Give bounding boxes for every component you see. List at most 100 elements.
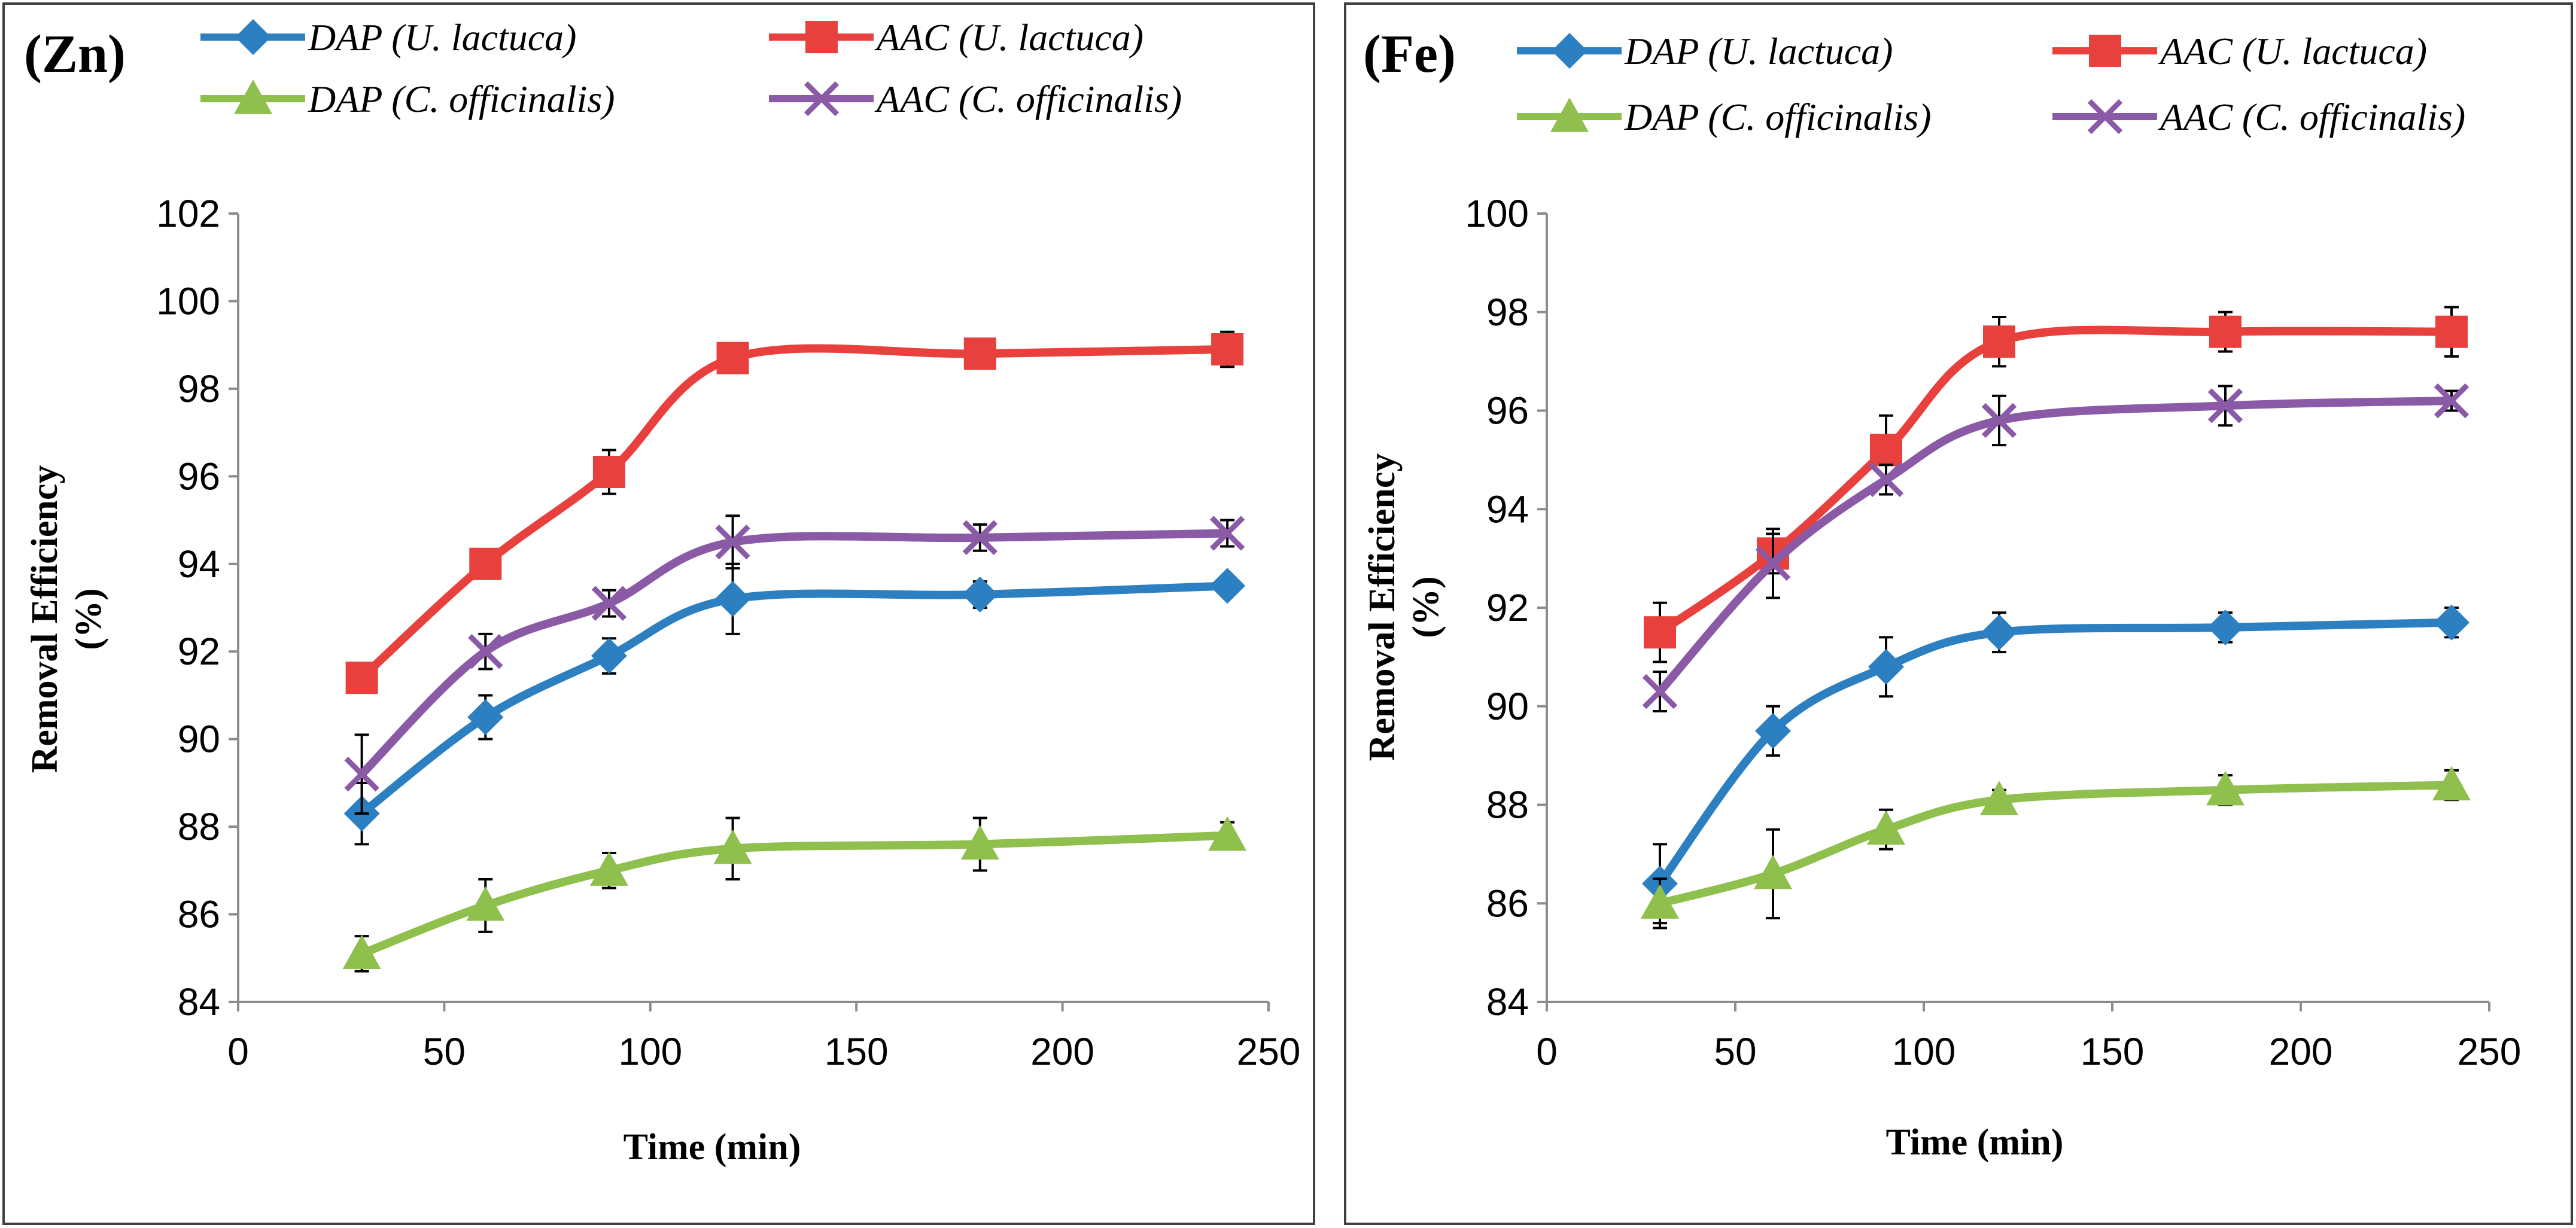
x-tick-label: 100 <box>618 1030 682 1073</box>
y-tick-label: 100 <box>156 279 220 322</box>
y-tick-label: 100 <box>1465 192 1529 235</box>
legend-marker <box>1550 97 1589 132</box>
legend-entry: DAP (U. lactuca) <box>1517 30 1893 72</box>
data-point <box>2434 383 2469 419</box>
legend-marker <box>2089 35 2121 67</box>
series-square <box>1644 306 2468 663</box>
x-axis-title: Time (min) <box>1886 1122 2064 1163</box>
y-tick-label: 90 <box>1486 685 1529 728</box>
x-tick-label: 0 <box>227 1030 249 1073</box>
y-axis-title: Removal Efficiency (%) <box>1362 453 1446 761</box>
legend-label: DAP (U. lactuca) <box>1624 30 1893 72</box>
y-tick-label: 98 <box>1486 291 1529 334</box>
data-point <box>1211 333 1244 365</box>
y-tick-label: 84 <box>1486 980 1529 1023</box>
data-point <box>345 662 378 694</box>
x-tick-label: 50 <box>423 1030 466 1073</box>
legend-entry: AAC (U. lactuca) <box>2052 30 2427 72</box>
legend-entry: DAP (U. lactuca) <box>200 16 576 59</box>
y-tick-label: 88 <box>1486 784 1529 827</box>
y-axis-title-line2: (%) <box>1406 576 1446 638</box>
data-point <box>1981 614 2017 651</box>
axes: 84 86 88 90 92 94 96 98 100 0 50 100 150 200 250 <box>1465 192 2521 1073</box>
x-tick-label: 50 <box>1714 1030 1756 1073</box>
x-tick-label: 150 <box>825 1030 889 1073</box>
data-point <box>1983 325 2015 358</box>
x-tick-label: 200 <box>2269 1030 2333 1073</box>
data-point <box>960 825 999 860</box>
series-triangle <box>1641 766 2471 930</box>
data-point <box>1867 810 1905 845</box>
x-tick-label: 250 <box>1237 1030 1301 1073</box>
panel-frame <box>2 2 1315 1225</box>
data-point <box>591 586 627 621</box>
data-point <box>2207 388 2243 423</box>
plot-area <box>342 330 1247 973</box>
legend-entry: DAP (C. officinalis) <box>1517 96 1932 138</box>
data-point <box>2434 604 2469 641</box>
y-tick-label: 88 <box>178 805 220 848</box>
y-axis-title-line1: Removal Efficiency <box>25 465 65 773</box>
legend-marker <box>235 19 271 55</box>
y-tick-label: 86 <box>178 893 220 936</box>
x-tick-label: 0 <box>1536 1030 1558 1073</box>
data-point <box>1981 403 2017 438</box>
y-axis-title: Removal Efficiency (%) <box>25 465 109 773</box>
data-point <box>963 337 996 370</box>
data-point <box>715 524 750 560</box>
legend-entry: AAC (C. officinalis) <box>2052 96 2465 138</box>
data-point <box>467 699 504 736</box>
data-point <box>344 757 379 792</box>
data-point <box>962 520 998 556</box>
y-tick-label: 92 <box>178 630 220 673</box>
legend-label: AAC (C. officinalis) <box>2158 96 2465 138</box>
data-point <box>2432 766 2471 801</box>
y-tick-label: 94 <box>1486 487 1529 531</box>
data-point <box>1209 516 1245 551</box>
y-tick-label: 98 <box>178 367 220 410</box>
legend-marker <box>234 80 272 114</box>
data-point <box>716 342 749 374</box>
plot-area <box>1641 306 2471 930</box>
legend-label: AAC (C. officinalis) <box>874 78 1182 120</box>
data-point <box>1755 546 1791 581</box>
series-square <box>345 330 1244 694</box>
data-point <box>713 829 752 864</box>
data-point <box>1209 568 1246 604</box>
y-axis-title-line1: Removal Efficiency <box>1362 453 1403 761</box>
y-axis-title-line2: (%) <box>68 588 109 650</box>
data-point <box>1868 648 1904 685</box>
legend-label: DAP (C. officinalis) <box>1624 96 1932 138</box>
data-point <box>469 547 502 580</box>
panel-frame <box>1344 2 2573 1225</box>
legend: DAP (U. lactuca) AAC (U. lactuca) DAP (C. … <box>1517 30 2465 138</box>
y-tick-label: 92 <box>1486 586 1529 629</box>
data-point <box>591 638 627 674</box>
data-point <box>1980 781 2018 815</box>
axes: 84 86 88 90 92 94 96 98 100 102 0 50 100 150 200 250 <box>156 192 1300 1073</box>
data-point <box>466 886 505 921</box>
legend-marker <box>1552 33 1587 69</box>
data-point <box>2206 770 2245 806</box>
legend-entry: AAC (C. officinalis) <box>769 78 1182 120</box>
y-tick-label: 86 <box>1486 882 1529 925</box>
y-tick-label: 90 <box>178 718 220 761</box>
y-tick-label: 94 <box>178 543 220 586</box>
series-x <box>1642 383 2469 712</box>
x-axis-title: Time (min) <box>624 1127 801 1168</box>
data-point <box>1754 854 1792 889</box>
data-point <box>592 456 625 489</box>
y-tick-label: 96 <box>178 455 220 498</box>
legend-marker <box>2087 99 2123 135</box>
data-point <box>1644 616 1676 649</box>
x-tick-label: 250 <box>2458 1030 2522 1073</box>
data-point <box>1642 674 1678 709</box>
chart-panel-zn: (Zn) DAP (U. lactuca) AAC (U. lactuca)DAP… <box>2 2 1315 1225</box>
x-tick-label: 200 <box>1030 1030 1094 1073</box>
data-point <box>962 577 998 613</box>
legend-entry: DAP (C. officinalis) <box>200 78 615 120</box>
legend-label: AAC (U. lactuca) <box>874 16 1143 59</box>
x-tick-label: 150 <box>2081 1030 2145 1073</box>
legend-label: DAP (U. lactuca) <box>308 16 576 59</box>
